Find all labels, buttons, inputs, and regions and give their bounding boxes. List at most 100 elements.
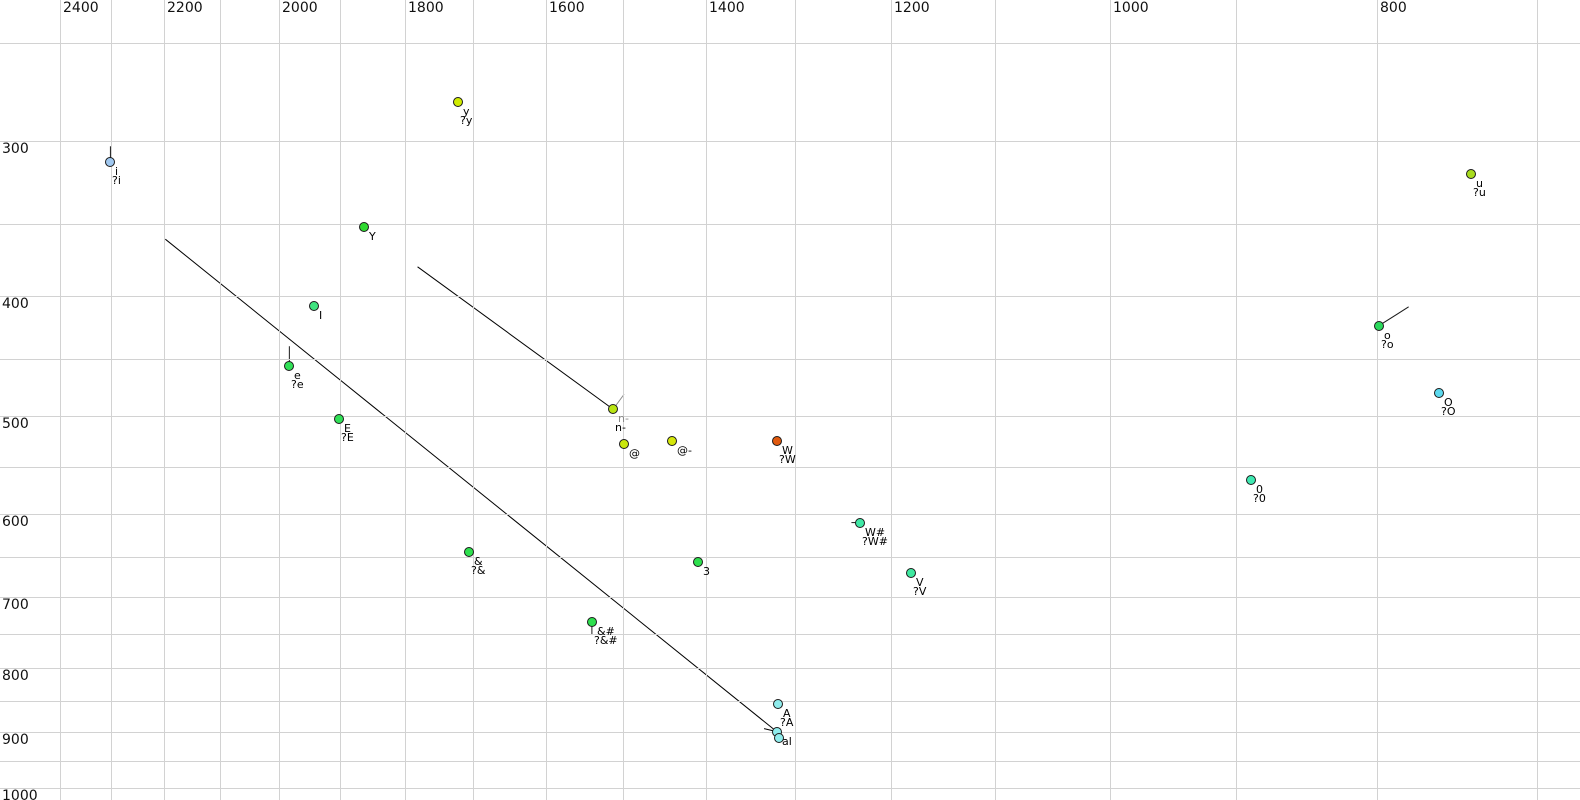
data-point-secondary-label: ?y — [460, 114, 473, 127]
gridline-horizontal — [0, 701, 1580, 702]
x-axis-tick-label: 1600 — [549, 0, 585, 16]
gridline-vertical — [1537, 0, 1538, 800]
y-axis-tick-label: 700 — [2, 597, 29, 613]
gridline-horizontal — [0, 761, 1580, 762]
data-point-marker[interactable] — [1374, 321, 1384, 331]
data-point-secondary-label: ?A — [780, 716, 794, 729]
data-point-marker[interactable] — [773, 699, 783, 709]
data-point-marker[interactable] — [608, 404, 618, 414]
data-point-marker[interactable] — [105, 157, 115, 167]
data-point-secondary-label: ?e — [291, 378, 304, 391]
data-point-secondary-label: ?V — [913, 585, 927, 598]
annotation-line — [417, 266, 614, 410]
data-point-marker[interactable] — [587, 617, 597, 627]
data-point-label: W# — [865, 526, 886, 539]
x-axis-tick-label: 2200 — [167, 0, 203, 16]
x-axis-tick-label: 2000 — [282, 0, 318, 16]
gridline-vertical — [623, 0, 624, 800]
data-point-label: V — [916, 576, 924, 589]
data-point-label: n- — [618, 412, 629, 425]
gridline-vertical — [795, 0, 796, 800]
annotation-line — [165, 238, 778, 732]
gridline-horizontal — [0, 668, 1580, 669]
gridline-horizontal — [0, 467, 1580, 468]
data-point-label: Y — [369, 230, 376, 243]
gridline-vertical — [405, 0, 406, 800]
y-axis-tick-label: 800 — [2, 668, 29, 684]
gridline-horizontal — [0, 732, 1580, 733]
data-point-marker[interactable] — [619, 439, 629, 449]
data-point-label: &# — [597, 625, 615, 638]
data-point-label: @- — [677, 444, 692, 457]
gridline-horizontal — [0, 224, 1580, 225]
gridline-horizontal — [0, 416, 1580, 417]
data-point-label: O — [1444, 396, 1453, 409]
x-axis-tick-label: 2400 — [63, 0, 99, 16]
gridline-horizontal — [0, 597, 1580, 598]
gridline-vertical — [1377, 0, 1378, 800]
data-point-secondary-label: ?i — [112, 174, 121, 187]
data-point-marker[interactable] — [1434, 388, 1444, 398]
gridline-horizontal — [0, 634, 1580, 635]
data-point-secondary-label: n- — [615, 421, 626, 434]
data-point-label: & — [474, 555, 483, 568]
data-point-secondary-label: ?&# — [594, 634, 618, 647]
gridline-vertical — [340, 0, 341, 800]
x-axis-tick-label: 1400 — [709, 0, 745, 16]
data-point-secondary-label: ?O — [1441, 405, 1456, 418]
data-point-marker[interactable] — [284, 361, 294, 371]
data-point-secondary-label: ?W# — [862, 535, 888, 548]
data-point-label: y — [463, 105, 470, 118]
y-axis-tick-label: 1000 — [2, 788, 38, 800]
data-point-marker[interactable] — [774, 733, 784, 743]
gridline-vertical — [220, 0, 221, 800]
data-point-marker[interactable] — [667, 436, 677, 446]
data-point-label: A — [783, 707, 791, 720]
y-axis-tick-label: 900 — [2, 732, 29, 748]
y-axis-tick-label: 600 — [2, 514, 29, 530]
data-point-marker[interactable] — [359, 222, 369, 232]
data-point-marker[interactable] — [772, 436, 782, 446]
data-point-label: u — [1476, 177, 1483, 190]
data-point-secondary-label: ?& — [471, 564, 486, 577]
data-point-label: 0 — [1256, 483, 1263, 496]
data-point-marker[interactable] — [1246, 475, 1256, 485]
x-axis-tick-label: 1800 — [408, 0, 444, 16]
data-point-label: al — [782, 735, 792, 748]
data-point-secondary-label: ?0 — [1253, 492, 1266, 505]
data-point-label: i — [115, 165, 119, 178]
gridline-horizontal — [0, 788, 1580, 789]
x-axis-tick-label: 1200 — [894, 0, 930, 16]
data-point-secondary-label: ?o — [1381, 338, 1394, 351]
gridline-horizontal — [0, 557, 1580, 558]
gridline-horizontal — [0, 141, 1580, 142]
gridline-horizontal — [0, 43, 1580, 44]
data-point-label: E — [344, 422, 351, 435]
gridline-horizontal — [0, 514, 1580, 515]
data-point-marker[interactable] — [855, 518, 865, 528]
gridline-vertical — [546, 0, 547, 800]
data-point-label: @ — [629, 447, 640, 460]
gridline-horizontal — [0, 296, 1580, 297]
gridline-vertical — [995, 0, 996, 800]
data-point-secondary-label: ?u — [1473, 186, 1486, 199]
data-point-marker[interactable] — [906, 568, 916, 578]
data-point-marker[interactable] — [309, 301, 319, 311]
data-point-marker[interactable] — [1466, 169, 1476, 179]
data-point-secondary-label: ?E — [341, 431, 354, 444]
gridline-vertical — [111, 0, 112, 800]
gridline-vertical — [60, 0, 61, 800]
data-point-label: W — [782, 444, 793, 457]
data-point-label: e — [294, 369, 301, 382]
data-point-marker[interactable] — [693, 557, 703, 567]
data-point-label: I — [319, 309, 323, 322]
data-point-marker[interactable] — [453, 97, 463, 107]
gridline-vertical — [1110, 0, 1111, 800]
data-point-marker[interactable] — [334, 414, 344, 424]
data-point-marker[interactable] — [464, 547, 474, 557]
gridline-vertical — [891, 0, 892, 800]
data-point-label: 3 — [703, 565, 710, 578]
gridline-vertical — [279, 0, 280, 800]
gridline-vertical — [164, 0, 165, 800]
data-point-label: o — [1384, 329, 1391, 342]
